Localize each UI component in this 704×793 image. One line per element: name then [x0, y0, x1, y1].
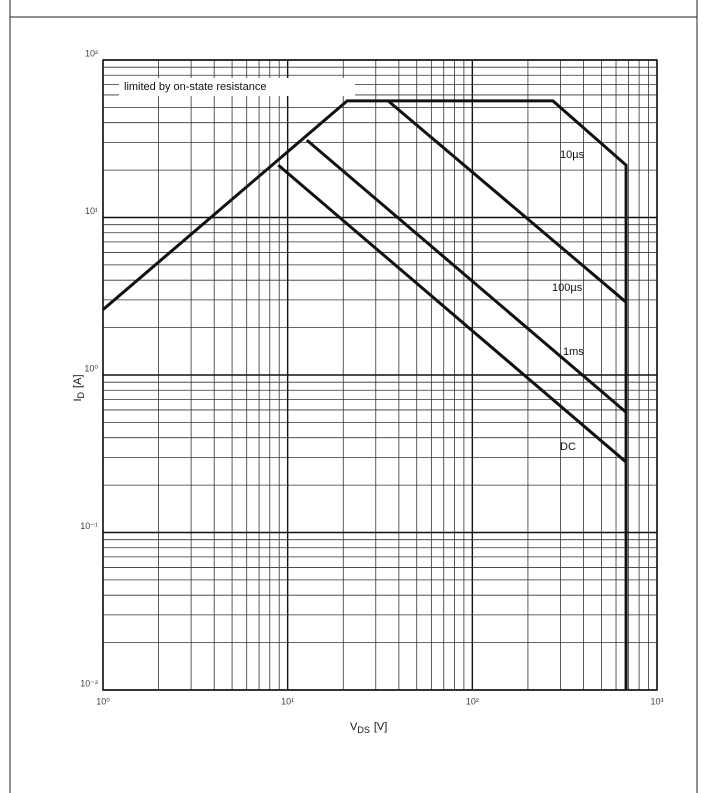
y-tick-label: 10²: [85, 48, 98, 58]
grid: [102, 59, 658, 691]
plot-border: [102, 59, 658, 691]
x-tick-label: 10³: [650, 696, 663, 706]
y-tick-label: 10⁻²: [80, 678, 98, 688]
series-line: [102, 99, 628, 690]
x-tick-label: 10²: [466, 696, 479, 706]
x-axis-label-sub: DS: [357, 725, 370, 735]
annotation: limited by on-state resistance: [124, 81, 266, 93]
series-label: DC: [560, 441, 576, 453]
series-label: 100µs: [552, 282, 583, 294]
series-line: [305, 138, 628, 414]
y-tick-label: 10⁰: [84, 363, 98, 373]
x-axis-label-main: V: [350, 721, 358, 733]
x-tick-label: 10¹: [281, 696, 294, 706]
y-axis-label-main: I: [72, 398, 84, 401]
annotation-bg: [119, 78, 355, 96]
y-axis-label-unit: [A]: [72, 374, 84, 387]
series-label: 10µs: [560, 149, 585, 161]
y-tick-label: 10⁻¹: [80, 521, 98, 531]
x-axis-label: VDS [V]: [350, 721, 387, 735]
y-tick-label: 10¹: [85, 206, 98, 216]
series-line: [387, 99, 628, 304]
labels: 10⁰ 10¹ 10² 10³ 10⁻² 10⁻¹ 10⁰ 10¹ 10² limited by …: [72, 48, 664, 735]
series-label: 1ms: [563, 346, 584, 358]
y-axis-label: ID [A]: [72, 374, 86, 401]
series-lines: [102, 99, 628, 690]
x-tick-label: 10⁰: [96, 696, 110, 706]
series-line: [277, 164, 628, 464]
y-axis-label-sub: D: [76, 391, 86, 398]
x-axis-label-unit: [V]: [374, 721, 387, 733]
